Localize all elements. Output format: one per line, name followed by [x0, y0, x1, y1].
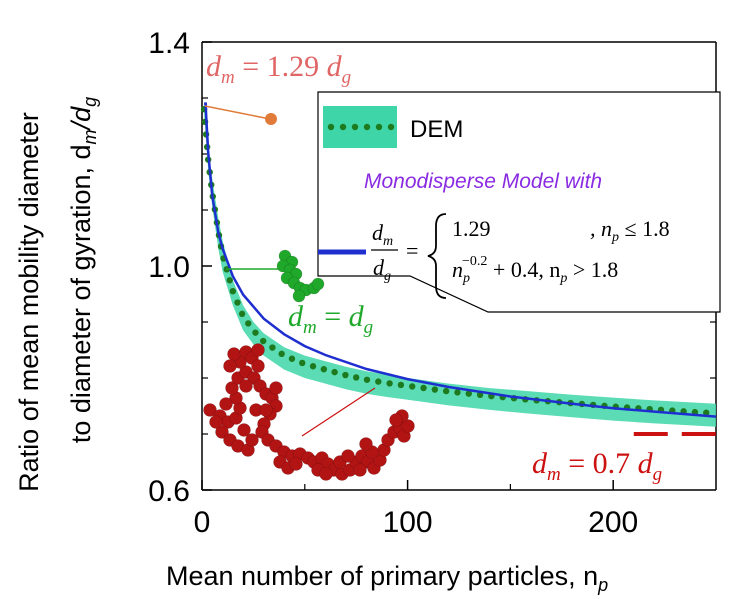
eq-lhs-numerator: dm	[372, 220, 393, 249]
primary-particle	[269, 381, 283, 395]
dem-point	[386, 380, 393, 387]
x-axis-title: Mean number of primary particles, np	[166, 561, 608, 595]
dem-point	[269, 344, 276, 351]
dem-point	[278, 350, 285, 358]
primary-particle	[401, 419, 415, 433]
dem-point	[226, 277, 233, 284]
primary-particle	[341, 449, 355, 463]
primary-particle	[359, 437, 373, 451]
dem-point	[363, 376, 371, 383]
dem-point	[442, 387, 450, 395]
dem-point	[252, 329, 259, 336]
dem-point	[238, 310, 246, 318]
primary-particle	[225, 381, 239, 395]
aggregate-illustrations	[203, 105, 415, 481]
legend-dot	[387, 123, 395, 131]
tick-labels: 0 100 200 0.6 1.0 1.4	[148, 27, 638, 539]
legend-box	[317, 91, 721, 313]
dem-point	[431, 386, 439, 393]
primary-particle	[237, 423, 251, 437]
annotation-bottom: dm = 0.7 dg	[532, 447, 662, 485]
small-aggregate-icon	[276, 249, 325, 303]
eq-case1: 1.29, np ≤ 1.8	[452, 216, 670, 245]
primary-particle	[289, 457, 303, 471]
model-equation: dm dg = 1.29, np ≤ 1.8 np−0.2 + 0.4, np …	[371, 213, 670, 299]
dem-point	[331, 368, 338, 376]
primary-particle	[203, 403, 217, 417]
large-aggregate-icon	[203, 343, 415, 481]
dem-point	[234, 299, 241, 306]
primary-particle	[311, 277, 325, 291]
primary-particle	[251, 359, 265, 373]
primary-particle	[245, 433, 259, 447]
connector-red	[301, 387, 376, 437]
legend-model-heading: Monodisperse Model with	[364, 170, 602, 193]
dem-point	[229, 288, 237, 295]
eq-equals: =	[406, 238, 418, 263]
legend-dot	[363, 123, 371, 131]
dem-point	[353, 374, 360, 381]
legend-dot	[339, 123, 347, 131]
legend-dot	[351, 123, 359, 131]
primary-particle	[223, 359, 237, 373]
legend-band-swatch	[323, 106, 397, 148]
dem-point	[320, 365, 328, 373]
primary-particle	[259, 403, 273, 417]
primary-particle	[251, 343, 265, 357]
y-axis-title-line2: to diameter of gyration, dm/dg	[66, 97, 100, 443]
annotation-mid: dm = dg	[288, 300, 373, 338]
dem-point	[703, 409, 710, 416]
dem-point	[465, 390, 472, 397]
primary-particle	[219, 397, 233, 411]
dem-point	[309, 363, 317, 370]
dem-point	[397, 381, 405, 389]
eq-brace	[427, 213, 447, 299]
primary-particle	[319, 467, 333, 481]
x-tick-label: 0	[194, 506, 211, 539]
dem-point	[454, 389, 461, 396]
legend-dot	[327, 123, 335, 131]
annotation-top: dm = 1.29 dg	[206, 50, 351, 88]
connector-orange	[204, 105, 271, 120]
primary-particle	[389, 413, 403, 427]
legend: DEM Monodisperse Model with dm dg = 1.29…	[317, 91, 721, 313]
x-tick-label: 200	[588, 506, 638, 539]
dem-point	[375, 378, 382, 385]
legend-dot	[375, 123, 383, 131]
eq-case2: np−0.2 + 0.4, np > 1.8	[452, 254, 618, 286]
legend-dem-label: DEM	[410, 116, 463, 143]
dem-point	[420, 384, 427, 392]
x-tick-label: 100	[383, 506, 433, 539]
dem-point	[409, 383, 416, 390]
primary-particle	[215, 425, 229, 439]
primary-particle	[209, 415, 223, 429]
y-tick-label: 1.4	[148, 27, 190, 60]
dem-point	[342, 371, 349, 379]
legend-dot-marker	[327, 123, 395, 131]
dem-point	[299, 359, 306, 367]
dem-point	[288, 355, 296, 362]
y-tick-label: 1.0	[148, 251, 190, 284]
eq-lhs-denominator: dg	[373, 255, 391, 284]
dem-point	[245, 320, 252, 327]
primary-particle	[353, 463, 367, 477]
single-particle-icon	[265, 113, 277, 125]
y-axis-title-line1: Ratio of mean mobility diameter	[14, 112, 44, 492]
y-tick-label: 0.6	[148, 475, 190, 508]
dem-point	[259, 337, 267, 345]
primary-particle	[227, 347, 241, 361]
primary-particle	[239, 379, 253, 393]
primary-particle	[292, 289, 306, 303]
model-line	[204, 102, 717, 418]
